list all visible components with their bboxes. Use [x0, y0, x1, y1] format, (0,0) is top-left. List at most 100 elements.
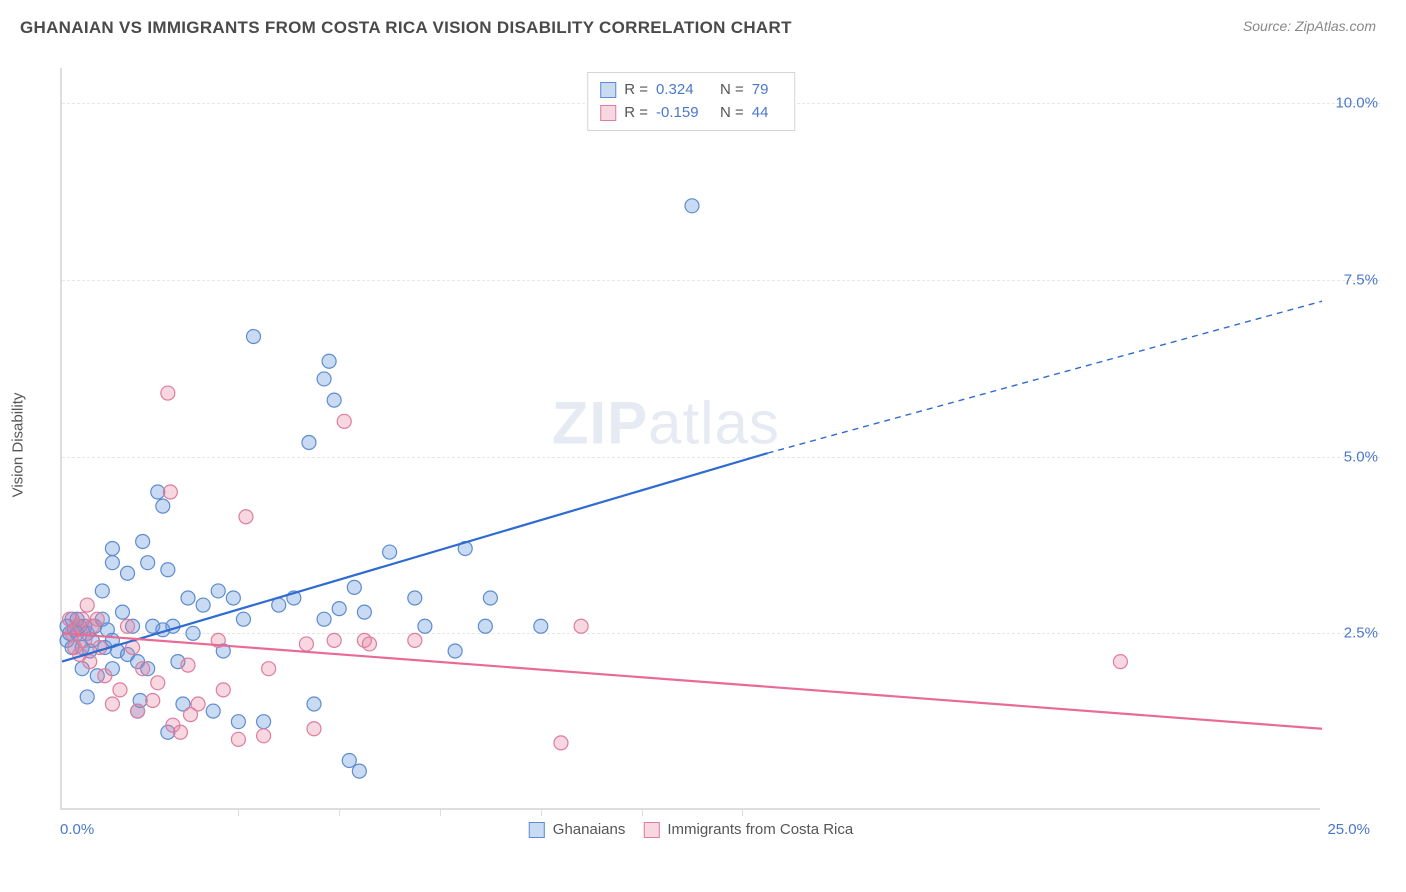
data-point [161, 563, 175, 577]
data-point [257, 729, 271, 743]
data-point [307, 722, 321, 736]
data-point [105, 556, 119, 570]
data-point [226, 591, 240, 605]
data-point [317, 372, 331, 386]
data-point [141, 556, 155, 570]
swatch-series-2 [600, 105, 616, 121]
legend-item-1: Ghanaians [529, 821, 626, 838]
data-point [146, 693, 160, 707]
data-point [163, 485, 177, 499]
data-point [231, 715, 245, 729]
stat-row-series-1: R = 0.324 N = 79 [600, 79, 782, 102]
legend-label-1: Ghanaians [553, 821, 626, 838]
data-point [151, 676, 165, 690]
data-point [211, 584, 225, 598]
data-point [362, 637, 376, 651]
y-tick-label: 5.0% [1344, 448, 1378, 465]
data-point [151, 485, 165, 499]
n-value-2: 44 [752, 102, 782, 125]
data-point [352, 764, 366, 778]
data-point [337, 414, 351, 428]
data-point [80, 598, 94, 612]
y-tick-label: 10.0% [1335, 95, 1378, 112]
data-point [115, 605, 129, 619]
data-point [383, 545, 397, 559]
x-tick-min: 0.0% [60, 821, 94, 838]
data-point [121, 619, 135, 633]
swatch-series-2 [643, 822, 659, 838]
r-value-2: -0.159 [656, 102, 712, 125]
data-point [347, 580, 361, 594]
data-point [136, 662, 150, 676]
trend-line [62, 453, 768, 661]
y-tick-label: 2.5% [1344, 625, 1378, 642]
data-point [483, 591, 497, 605]
data-point [342, 754, 356, 768]
data-point [186, 626, 200, 640]
legend-item-2: Immigrants from Costa Rica [643, 821, 853, 838]
bottom-legend: Ghanaians Immigrants from Costa Rica [529, 821, 853, 838]
chart-title: GHANAIAN VS IMMIGRANTS FROM COSTA RICA V… [20, 18, 792, 38]
data-point [105, 542, 119, 556]
data-point [408, 633, 422, 647]
data-point [322, 354, 336, 368]
data-point [357, 605, 371, 619]
r-value-1: 0.324 [656, 79, 712, 102]
data-point [216, 683, 230, 697]
data-point [83, 655, 97, 669]
data-point [196, 598, 210, 612]
trend-line-extrapolated [768, 301, 1322, 453]
data-point [478, 619, 492, 633]
data-point [206, 704, 220, 718]
data-point [554, 736, 568, 750]
swatch-series-1 [600, 82, 616, 98]
data-point [80, 690, 94, 704]
data-point [98, 669, 112, 683]
trend-line [62, 633, 1322, 728]
data-point [327, 393, 341, 407]
n-value-1: 79 [752, 79, 782, 102]
y-axis-label: Vision Disability [10, 393, 27, 498]
data-point [574, 619, 588, 633]
data-point [685, 199, 699, 213]
x-tick-max: 25.0% [1327, 821, 1370, 838]
data-point [317, 612, 331, 626]
data-point [239, 510, 253, 524]
data-point [418, 619, 432, 633]
plot-area: ZIPatlas 2.5%5.0%7.5%10.0% R = 0.324 N =… [60, 68, 1320, 810]
data-point [90, 612, 104, 626]
data-point [408, 591, 422, 605]
swatch-series-1 [529, 822, 545, 838]
data-point [131, 704, 145, 718]
data-point [161, 386, 175, 400]
data-point [448, 644, 462, 658]
svg-layer [62, 68, 1320, 808]
data-point [1113, 655, 1127, 669]
data-point [181, 658, 195, 672]
legend-label-2: Immigrants from Costa Rica [667, 821, 853, 838]
data-point [105, 697, 119, 711]
data-point [307, 697, 321, 711]
data-point [121, 566, 135, 580]
data-point [247, 330, 261, 344]
data-point [136, 534, 150, 548]
chart-container: Vision Disability ZIPatlas 2.5%5.0%7.5%1… [52, 60, 1382, 830]
data-point [332, 602, 346, 616]
source-attribution: Source: ZipAtlas.com [1243, 18, 1376, 34]
data-point [191, 697, 205, 711]
y-tick-label: 7.5% [1344, 272, 1378, 289]
data-point [236, 612, 250, 626]
stat-row-series-2: R = -0.159 N = 44 [600, 102, 782, 125]
data-point [302, 436, 316, 450]
data-point [156, 499, 170, 513]
data-point [299, 637, 313, 651]
data-point [534, 619, 548, 633]
data-point [231, 732, 245, 746]
data-point [95, 584, 109, 598]
correlation-statbox: R = 0.324 N = 79 R = -0.159 N = 44 [587, 72, 795, 131]
data-point [262, 662, 276, 676]
data-point [272, 598, 286, 612]
data-point [181, 591, 195, 605]
data-point [173, 725, 187, 739]
data-point [327, 633, 341, 647]
